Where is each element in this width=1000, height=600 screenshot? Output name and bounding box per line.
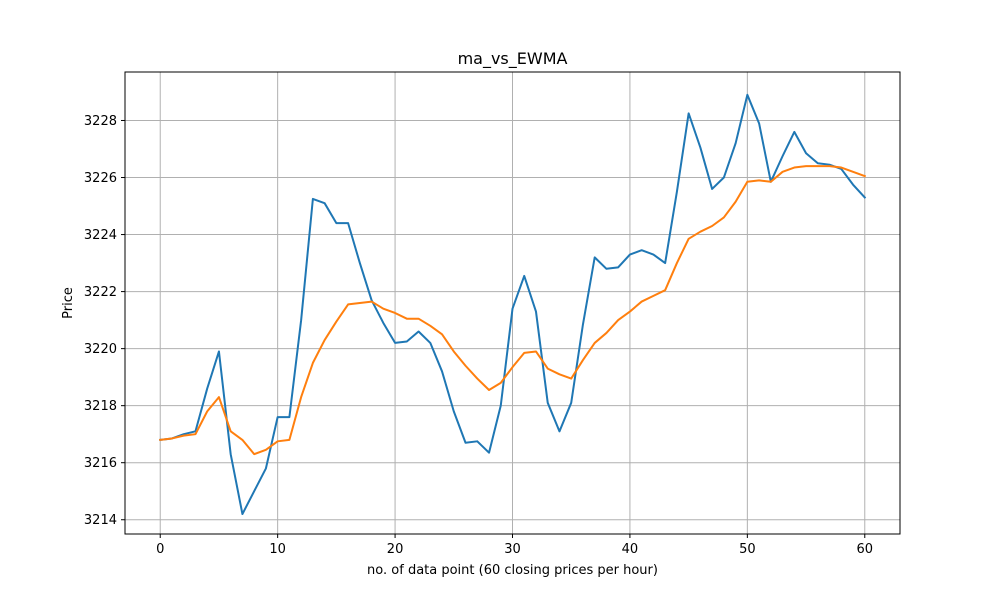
series-lines — [159, 93, 867, 516]
axis-ticks: 0 10 20 30 40 50 60 3214 3216 3218 3220 3222 3224 322… — [84, 114, 873, 557]
x-tick-label: 50 — [739, 542, 756, 557]
y-axis-label: Price — [61, 287, 76, 319]
chart-title: ma_vs_EWMA — [458, 49, 568, 69]
y-tick-label: 3224 — [84, 228, 117, 243]
x-tick-label: 30 — [504, 542, 521, 557]
series-1-line — [159, 93, 867, 516]
y-tick-label: 3216 — [84, 456, 117, 471]
y-tick-label: 3214 — [84, 513, 117, 528]
x-tick-label: 40 — [622, 542, 639, 557]
y-tick-label: 3222 — [84, 285, 117, 300]
y-tick-label: 3218 — [84, 399, 117, 414]
y-tick-label: 3220 — [84, 342, 117, 357]
x-axis-label: no. of data point (60 closing prices per… — [367, 563, 658, 578]
x-tick-label: 0 — [156, 542, 164, 557]
y-tick-label: 3228 — [84, 114, 117, 129]
x-tick-label: 10 — [269, 542, 286, 557]
x-tick-label: 60 — [856, 542, 873, 557]
y-tick-label: 3226 — [84, 171, 117, 186]
series-2-line — [159, 165, 867, 456]
x-tick-label: 20 — [387, 542, 404, 557]
